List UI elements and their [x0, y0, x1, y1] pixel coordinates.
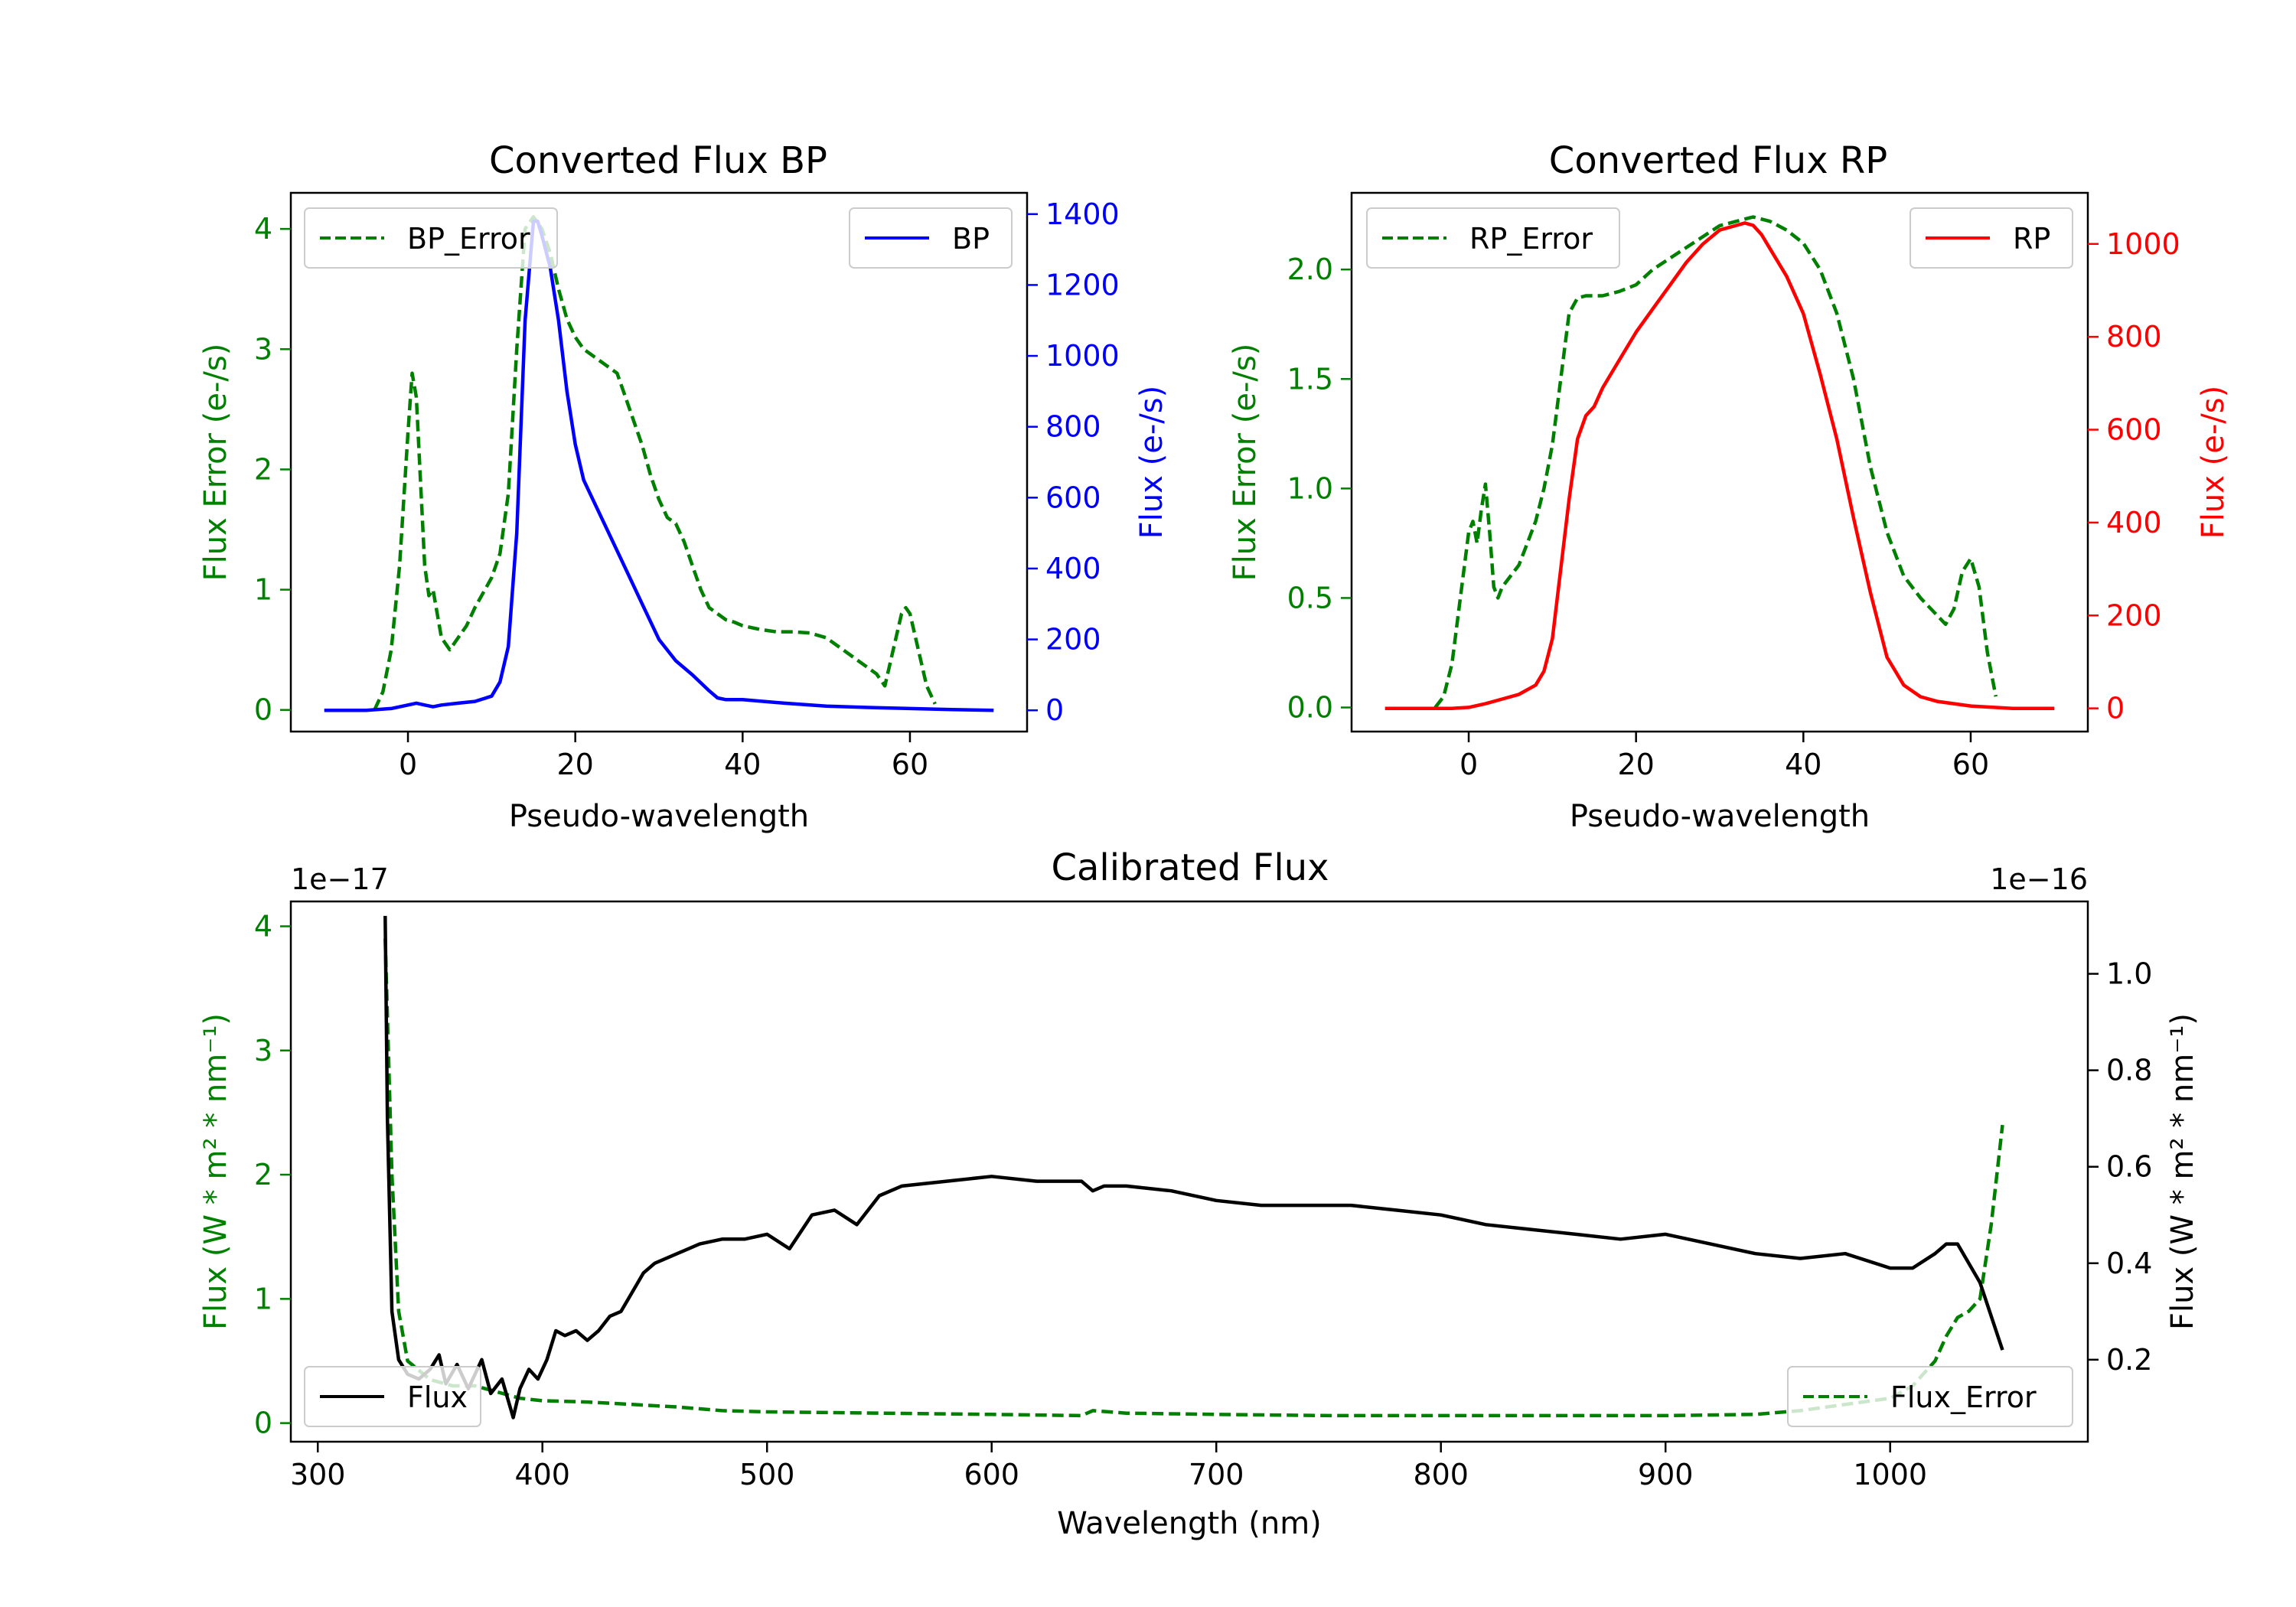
- bp-y-left-tick-label: 4: [254, 212, 272, 246]
- calibrated-panel: Calibrated Flux 1e−17 1e−16 300 400 500 600…: [198, 846, 2200, 1541]
- rp-panel: Converted Flux RP 0 20 40 60 0.0 0.5 1.0 1.5 2.0…: [1228, 139, 2231, 834]
- cal-y-right-tick-label: 0.4: [2106, 1247, 2152, 1280]
- bp-y-right-tick-label: 600: [1045, 481, 1101, 514]
- rp-x-tick-label: 20: [1618, 748, 1655, 781]
- cal-x-tick-label: 400: [514, 1458, 570, 1491]
- rp-x-axis-label: Pseudo-wavelength: [1570, 799, 1870, 834]
- cal-y-right-tick-label: 0.8: [2106, 1054, 2152, 1087]
- cal-y-left-tick-label: 4: [254, 909, 272, 943]
- bp-y-left-tick-label: 0: [254, 693, 272, 727]
- rp-y-right-label: Flux (e-/s): [2196, 386, 2231, 539]
- bp-series-bp-error-line: [373, 215, 937, 711]
- bp-x-tick-label: 20: [557, 748, 594, 781]
- cal-left-offset-text: 1e−17: [291, 862, 389, 896]
- cal-x-tick-label: 600: [964, 1458, 1019, 1491]
- bp-y-left-tick-label: 1: [254, 573, 272, 607]
- rp-y-right-tick-label: 600: [2106, 413, 2162, 447]
- cal-series-flux-error-line: [383, 938, 2004, 1418]
- bp-x-tick-label: 40: [724, 748, 761, 781]
- rp-y-left-label: Flux Error (e-/s): [1228, 344, 1263, 582]
- rp-y-left-tick-label: 2.0: [1287, 253, 1333, 286]
- cal-y-left-tick-label: 1: [254, 1282, 272, 1315]
- cal-y-left-label: Flux (W * m² * nm⁻¹): [198, 1013, 233, 1330]
- bp-series-bp-line: [324, 219, 994, 712]
- rp-series-rp-error-line: [1433, 215, 1998, 709]
- bp-y-right-tick-label: 0: [1045, 693, 1064, 727]
- rp-series-rp-line: [1384, 221, 2055, 710]
- rp-x-tick-label: 0: [1459, 748, 1478, 781]
- bp-y-right-tick-label: 1000: [1045, 339, 1120, 373]
- rp-plot-area: [1384, 215, 2055, 710]
- bp-y-left-label: Flux Error (e-/s): [198, 344, 233, 582]
- rp-x-tick-label: 40: [1785, 748, 1821, 781]
- cal-plot-area: [383, 915, 2004, 1420]
- cal-x-tick-label: 1000: [1853, 1458, 1927, 1491]
- rp-y-right-tick-label: 400: [2106, 506, 2162, 539]
- rp-x-tick-label: 60: [1952, 748, 1989, 781]
- bp-y-right-tick-label: 1400: [1045, 197, 1120, 231]
- rp-y-left-tick-label: 1.5: [1287, 362, 1333, 396]
- cal-x-tick-label: 800: [1413, 1458, 1469, 1491]
- bp-legend-left: BP_Error: [304, 207, 558, 269]
- cal-y-left-tick-label: 3: [254, 1034, 272, 1068]
- rp-title: Converted Flux RP: [1549, 139, 1887, 182]
- cal-series-flux-line: [383, 915, 2004, 1420]
- rp-y-right-tick-label: 800: [2106, 320, 2162, 354]
- bp-axes-frame: [289, 191, 1029, 733]
- rp-y-left-tick-label: 0.5: [1287, 581, 1333, 614]
- cal-x-tick-label: 700: [1189, 1458, 1244, 1491]
- cal-axes-frame: [289, 900, 2089, 1443]
- rp-axes-frame: [1350, 191, 2089, 733]
- cal-title: Calibrated Flux: [1051, 846, 1329, 889]
- cal-y-left-tick-label: 2: [254, 1158, 272, 1191]
- bp-x-tick-label: 0: [399, 748, 417, 781]
- cal-ticks: 300 400 500 600 700 800 900 1000 0 1 2 3 4 0.2 0.4 0.6 0…: [254, 909, 2153, 1491]
- rp-legend-right: RP: [1910, 207, 2073, 269]
- rp-legend-left-text: RP_Error: [1469, 222, 1593, 256]
- rp-y-right-tick-label: 1000: [2106, 227, 2180, 261]
- cal-legend-right: Flux_Error: [1787, 1366, 2073, 1427]
- bp-legend-right-text: BP: [952, 222, 990, 256]
- rp-y-right-tick-label: 0: [2106, 692, 2125, 725]
- cal-legend-left: Flux: [304, 1366, 481, 1427]
- cal-x-tick-label: 300: [290, 1458, 346, 1491]
- rp-legend-right-text: RP: [2013, 222, 2050, 256]
- bp-y-right-tick-label: 800: [1045, 410, 1101, 444]
- rp-ticks: 0 20 40 60 0.0 0.5 1.0 1.5 2.0 0 200 400 600 800 1000: [1287, 227, 2180, 781]
- cal-x-tick-label: 900: [1638, 1458, 1694, 1491]
- bp-legend-left-text: BP_Error: [407, 222, 530, 256]
- bp-y-right-label: Flux (e-/s): [1134, 386, 1169, 539]
- bp-legend-right: BP: [849, 207, 1013, 269]
- cal-legend-left-text: Flux: [407, 1380, 468, 1414]
- bp-y-right-tick-label: 400: [1045, 552, 1101, 585]
- bp-plot-area: [324, 215, 994, 712]
- bp-x-tick-label: 60: [892, 748, 928, 781]
- cal-y-right-tick-label: 1.0: [2106, 957, 2152, 991]
- cal-right-offset-text: 1e−16: [1990, 862, 2088, 896]
- cal-x-tick-label: 500: [739, 1458, 795, 1491]
- bp-y-left-tick-label: 3: [254, 332, 272, 366]
- bp-panel: Converted Flux BP 0 20 40 60012340200400600…: [198, 139, 1169, 834]
- rp-y-left-tick-label: 1.0: [1287, 471, 1333, 505]
- rp-y-left-tick-label: 0.0: [1287, 691, 1333, 725]
- bp-x-axis-label: Pseudo-wavelength: [509, 799, 809, 834]
- rp-legend-left: RP_Error: [1366, 207, 1620, 269]
- bp-y-right-tick-label: 200: [1045, 623, 1101, 657]
- cal-x-axis-label: Wavelength (nm): [1057, 1506, 1322, 1541]
- cal-y-right-label: Flux (W * m² * nm⁻¹): [2165, 1013, 2200, 1330]
- cal-y-right-tick-label: 0.6: [2106, 1150, 2152, 1184]
- bp-y-left-tick-label: 2: [254, 452, 272, 486]
- cal-y-left-tick-label: 0: [254, 1407, 272, 1440]
- bp-title: Converted Flux BP: [489, 139, 827, 182]
- cal-y-right-tick-label: 0.2: [2106, 1343, 2152, 1377]
- cal-legend-right-text: Flux_Error: [1890, 1380, 2037, 1414]
- bp-y-right-tick-label: 1200: [1045, 268, 1120, 302]
- rp-y-right-tick-label: 200: [2106, 598, 2162, 632]
